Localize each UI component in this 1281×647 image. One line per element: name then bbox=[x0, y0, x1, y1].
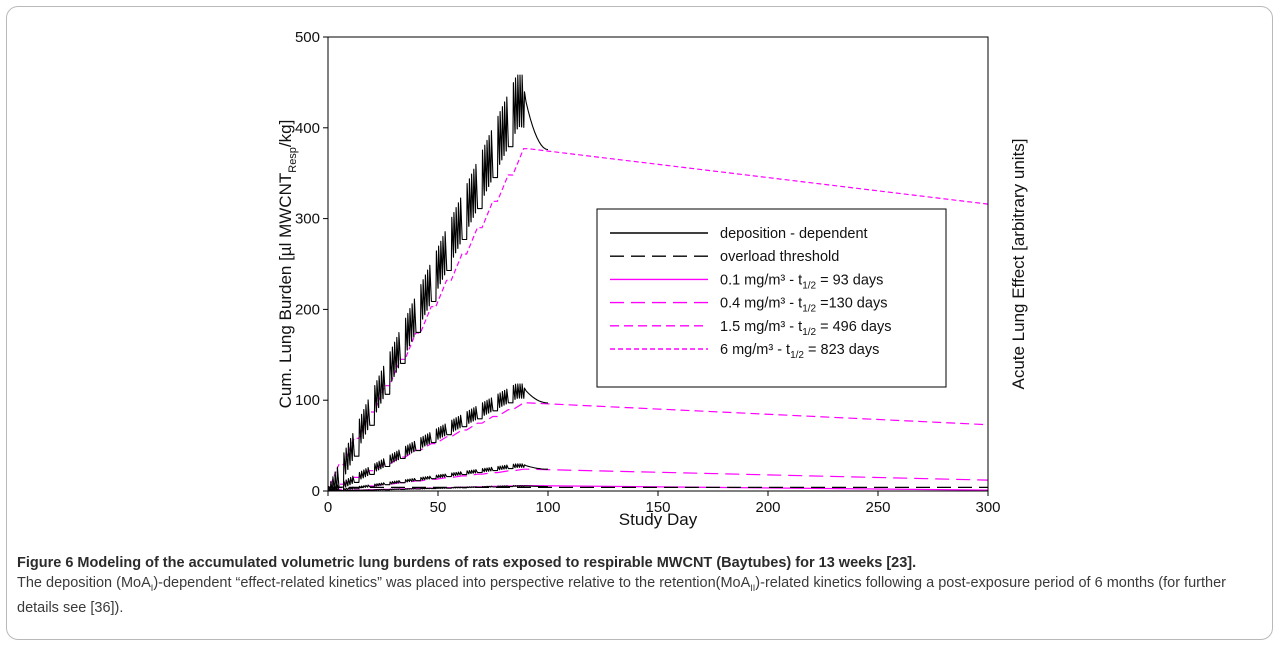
y-tick-label: 100 bbox=[295, 392, 320, 409]
caption-text-b: )-dependent “effect-related kinetics” wa… bbox=[153, 575, 751, 591]
x-tick-label: 150 bbox=[645, 499, 670, 516]
y-tick-label: 0 bbox=[312, 483, 320, 500]
legend-label-end: = 823 days bbox=[804, 342, 879, 358]
caption-sub-b: II bbox=[750, 582, 756, 593]
y-axis-label: Cum. Lung Burden [µl MWCNTResp/kg] bbox=[276, 120, 299, 409]
deposition-series-line bbox=[327, 383, 549, 492]
y-label-part-1: Cum. Lung Burden [ bbox=[276, 256, 295, 408]
deposition-series-line bbox=[327, 463, 548, 492]
caption-title: Figure 6 Modeling of the accumulated vol… bbox=[17, 555, 917, 571]
legend-label: 1.5 mg/m³ - t1/2 = 496 days bbox=[720, 319, 891, 338]
x-tick-label: 200 bbox=[755, 499, 780, 516]
legend-label-main: 0.1 mg/m³ - t bbox=[720, 272, 802, 288]
deposition-series-line bbox=[327, 485, 548, 492]
right-axis-label: Acute Lung Effect [arbitrary units] bbox=[1009, 138, 1028, 389]
legend-label-end: =130 days bbox=[816, 296, 887, 312]
caption-text-c: )-related kinetics following a post-expo… bbox=[17, 575, 1226, 616]
legend-label-sub: 1/2 bbox=[790, 350, 804, 361]
caption-text-a: The deposition (MoA bbox=[17, 575, 151, 591]
retention-series-line bbox=[327, 468, 989, 492]
x-tick-label: 0 bbox=[324, 499, 332, 516]
legend-label-end: = 93 days bbox=[816, 272, 883, 288]
legend: deposition - dependent overload threshold… bbox=[596, 208, 947, 388]
legend-label: 0.4 mg/m³ - t1/2 =130 days bbox=[720, 296, 887, 315]
ticks-layer: 0 50 100 150 200 250 300 0 100 200 300 400 500 bbox=[295, 29, 1001, 516]
chart-area: 0 50 100 150 200 250 300 0 100 200 300 400 500 Study… bbox=[276, 29, 1028, 529]
x-tick-label: 50 bbox=[430, 499, 447, 516]
legend-label-main: 0.4 mg/m³ - t bbox=[720, 296, 802, 312]
x-tick-label: 250 bbox=[865, 499, 890, 516]
legend-label-sub: 1/2 bbox=[802, 304, 816, 315]
y-tick-label: 200 bbox=[295, 301, 320, 318]
x-axis-label: Study Day bbox=[619, 510, 698, 529]
retention-series-line bbox=[327, 402, 989, 492]
deposition-series-line bbox=[327, 74, 549, 492]
legend-label: deposition - dependent bbox=[720, 226, 868, 242]
legend-label: 0.1 mg/m³ - t1/2 = 93 days bbox=[720, 272, 883, 291]
legend-label-main: 6 mg/m³ - t bbox=[720, 342, 790, 358]
y-label-part-2: µl MWCNT bbox=[276, 173, 295, 256]
legend-label-main: 1.5 mg/m³ - t bbox=[720, 319, 802, 335]
y-tick-label: 300 bbox=[295, 211, 320, 228]
legend-label-sub: 1/2 bbox=[802, 280, 816, 291]
retention-series-line bbox=[327, 148, 989, 492]
series-layer bbox=[327, 74, 989, 492]
legend-label: overload threshold bbox=[720, 249, 839, 265]
figure-caption: Figure 6 Modeling of the accumulated vol… bbox=[17, 553, 1267, 618]
legend-label-end: = 496 days bbox=[816, 319, 891, 335]
y-tick-label: 400 bbox=[295, 120, 320, 137]
x-tick-label: 300 bbox=[975, 499, 1000, 516]
y-label-part-4: /kg] bbox=[276, 120, 295, 147]
legend-label-sub: 1/2 bbox=[802, 327, 816, 338]
y-tick-label: 500 bbox=[295, 29, 320, 46]
figure-frame bbox=[6, 6, 1273, 640]
y-label-sub: Resp bbox=[287, 147, 299, 173]
legend-label: 6 mg/m³ - t1/2 = 823 days bbox=[720, 342, 879, 361]
x-tick-label: 100 bbox=[535, 499, 560, 516]
caption-sub-a: I bbox=[150, 582, 154, 593]
legend-box bbox=[596, 208, 947, 388]
